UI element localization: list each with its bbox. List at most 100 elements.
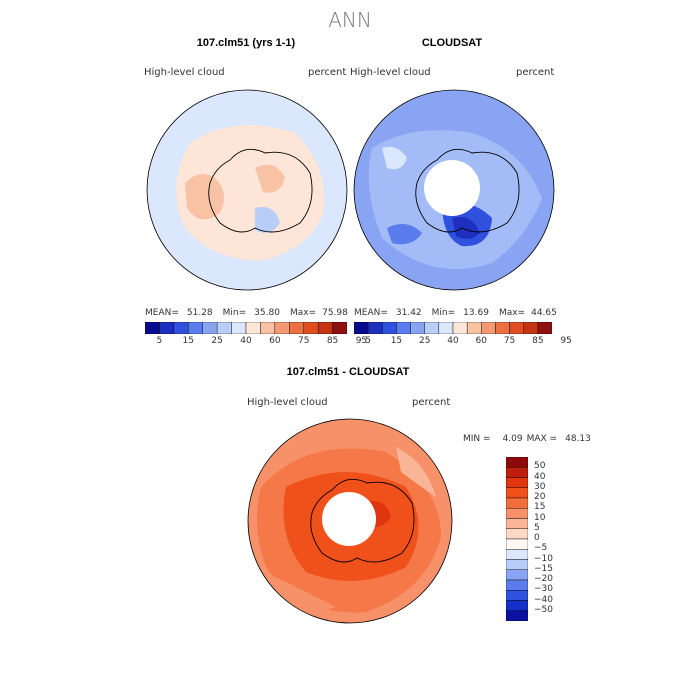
difference-colorbar-label: −50 xyxy=(534,604,553,615)
difference-colorbar-label: 50 xyxy=(534,461,546,472)
difference-colorbar-label: 40 xyxy=(534,471,546,482)
panel-1-variable: High-level cloud xyxy=(144,67,225,78)
panel-1-colorbar-swatch xyxy=(303,322,319,334)
difference-colorbar-label: −15 xyxy=(534,563,553,574)
difference-colorbar-swatch xyxy=(506,518,528,529)
panel-2-cloud-mid xyxy=(382,146,407,170)
panel-1-colorbar-label: 75 xyxy=(297,336,310,346)
panel-1-antarctica-outline xyxy=(208,148,313,233)
panel-2-colorbar-label: 5 xyxy=(365,336,372,346)
difference-max-label: MAX = xyxy=(526,434,558,444)
difference-colorbar-swatch xyxy=(506,579,528,591)
panel-2-colorbar-label: 85 xyxy=(532,336,544,346)
panel-2-colorbar-swatch xyxy=(452,322,468,334)
panel-1-colorbar-swatch xyxy=(216,322,232,334)
panel-2-colorbar-swatch xyxy=(523,322,539,334)
panel-1-cloud-high xyxy=(185,174,224,220)
panel-1-colorbar-labels: 5 15 25 40 60 75 85 95 xyxy=(145,336,368,348)
difference-colorbar-label: −40 xyxy=(534,594,553,605)
panel-2-colorbar xyxy=(354,322,552,334)
panel-1-colorbar-swatch xyxy=(202,322,218,334)
difference-colorbar-swatch xyxy=(506,569,528,581)
panel-1-mean: 51.28 xyxy=(186,308,213,318)
panel-2-colorbar-labels: 5 15 25 40 60 75 85 95 xyxy=(354,336,572,348)
panel-2-colorbar-swatch xyxy=(509,322,524,334)
panel-2-colorbar-swatch xyxy=(367,322,383,334)
panel-2-colorbar-swatch xyxy=(396,322,411,334)
difference-stats: MIN = 4.09 MAX = 48.13 xyxy=(463,434,591,444)
difference-colorbar-label: −20 xyxy=(534,574,553,584)
panel-1-colorbar-label: 25 xyxy=(211,336,223,346)
panel-1-colorbar-swatch xyxy=(188,322,203,334)
panel-2-missing-data-hole xyxy=(424,160,480,216)
difference-units: percent xyxy=(412,397,451,408)
difference-colorbar-label: 30 xyxy=(534,481,546,492)
difference-colorbar-label: −5 xyxy=(534,543,548,554)
panel-2-cloud-lowest xyxy=(452,217,480,239)
difference-variable: High-level cloud xyxy=(247,397,328,408)
panel-1-map xyxy=(146,89,348,291)
panel-2-max-label: Max= xyxy=(498,308,526,318)
difference-colorbar-swatch xyxy=(506,549,528,560)
panel-2-title: CLOUDSAT xyxy=(421,37,483,49)
panel-1-colorbar-swatch xyxy=(231,322,247,334)
difference-min-label: MIN = xyxy=(463,434,491,444)
panel-2-antarctica-outline xyxy=(415,148,520,233)
difference-colorbar-swatch xyxy=(506,467,528,478)
difference-colorbar-swatch xyxy=(506,610,528,621)
difference-colorbar-label: 20 xyxy=(534,492,546,502)
panel-2-colorbar-swatch xyxy=(410,322,425,334)
difference-max: 48.13 xyxy=(565,434,591,444)
difference-colorbar-swatch xyxy=(506,487,528,499)
panel-1-colorbar-swatch xyxy=(289,322,304,334)
panel-1-max: 75.98 xyxy=(322,308,348,318)
panel-1-colorbar-swatch xyxy=(145,322,160,334)
panel-2-colorbar-label: 25 xyxy=(418,336,431,346)
panel-2-colorbar-swatch xyxy=(438,322,454,334)
panel-1-colorbar-label: 85 xyxy=(326,336,339,346)
panel-1-mean-label: MEAN= xyxy=(145,308,179,318)
panel-2-map-border xyxy=(353,89,555,291)
panel-1-cloud-region xyxy=(176,125,325,261)
difference-colorbar-swatch xyxy=(506,538,528,550)
panel-2-colorbar-swatch xyxy=(495,322,510,334)
panel-1-colorbar-swatch xyxy=(317,322,333,334)
difference-min: 4.09 xyxy=(502,434,523,444)
panel-2-map xyxy=(353,89,555,291)
panel-2-colorbar-label: 40 xyxy=(447,336,459,346)
difference-missing-data-hole xyxy=(322,492,376,546)
panel-2-colorbar-swatch xyxy=(382,322,397,334)
panel-1-units: percent xyxy=(308,67,347,78)
panel-2-colorbar-swatch xyxy=(466,322,482,334)
panel-2-mean: 31.42 xyxy=(395,308,422,318)
panel-1-colorbar-label: 60 xyxy=(269,336,281,346)
page-title: ANN xyxy=(328,8,372,32)
difference-colorbar-swatch xyxy=(506,559,528,570)
panel-1-cloud-low xyxy=(255,207,280,233)
panel-2-units: percent xyxy=(516,67,555,78)
difference-antarctica-outline xyxy=(310,478,415,563)
panel-1-colorbar-swatch xyxy=(332,322,347,334)
panel-2-mean-label: MEAN= xyxy=(354,308,388,318)
panel-1-colorbar-swatch xyxy=(245,322,261,334)
difference-colorbar xyxy=(506,457,528,621)
panel-2-colorbar-swatch xyxy=(354,322,369,334)
panel-2-max: 44.65 xyxy=(531,308,557,318)
panel-1-colorbar-label: 40 xyxy=(240,336,252,346)
difference-colorbar-label: 0 xyxy=(534,533,540,543)
difference-colorbar-swatch xyxy=(506,590,528,601)
panel-2-colorbar-swatch xyxy=(481,322,496,334)
panel-2-colorbar-label: 60 xyxy=(475,336,488,346)
difference-region-low xyxy=(276,577,336,611)
panel-2-min-label: Min= xyxy=(431,308,456,318)
panel-1-min-label: Min= xyxy=(222,308,247,318)
difference-colorbar-swatch xyxy=(506,477,528,488)
panel-2-colorbar-label: 15 xyxy=(390,336,403,346)
difference-colorbar-label: −30 xyxy=(534,584,553,595)
panel-1-colorbar-swatch xyxy=(173,322,189,334)
difference-colorbar-swatch xyxy=(506,497,528,509)
panel-1-cloud-high xyxy=(255,164,285,193)
difference-colorbar-swatch xyxy=(506,457,528,468)
difference-colorbar-label: 10 xyxy=(534,512,546,523)
panel-2-colorbar-label: 95 xyxy=(560,336,572,346)
